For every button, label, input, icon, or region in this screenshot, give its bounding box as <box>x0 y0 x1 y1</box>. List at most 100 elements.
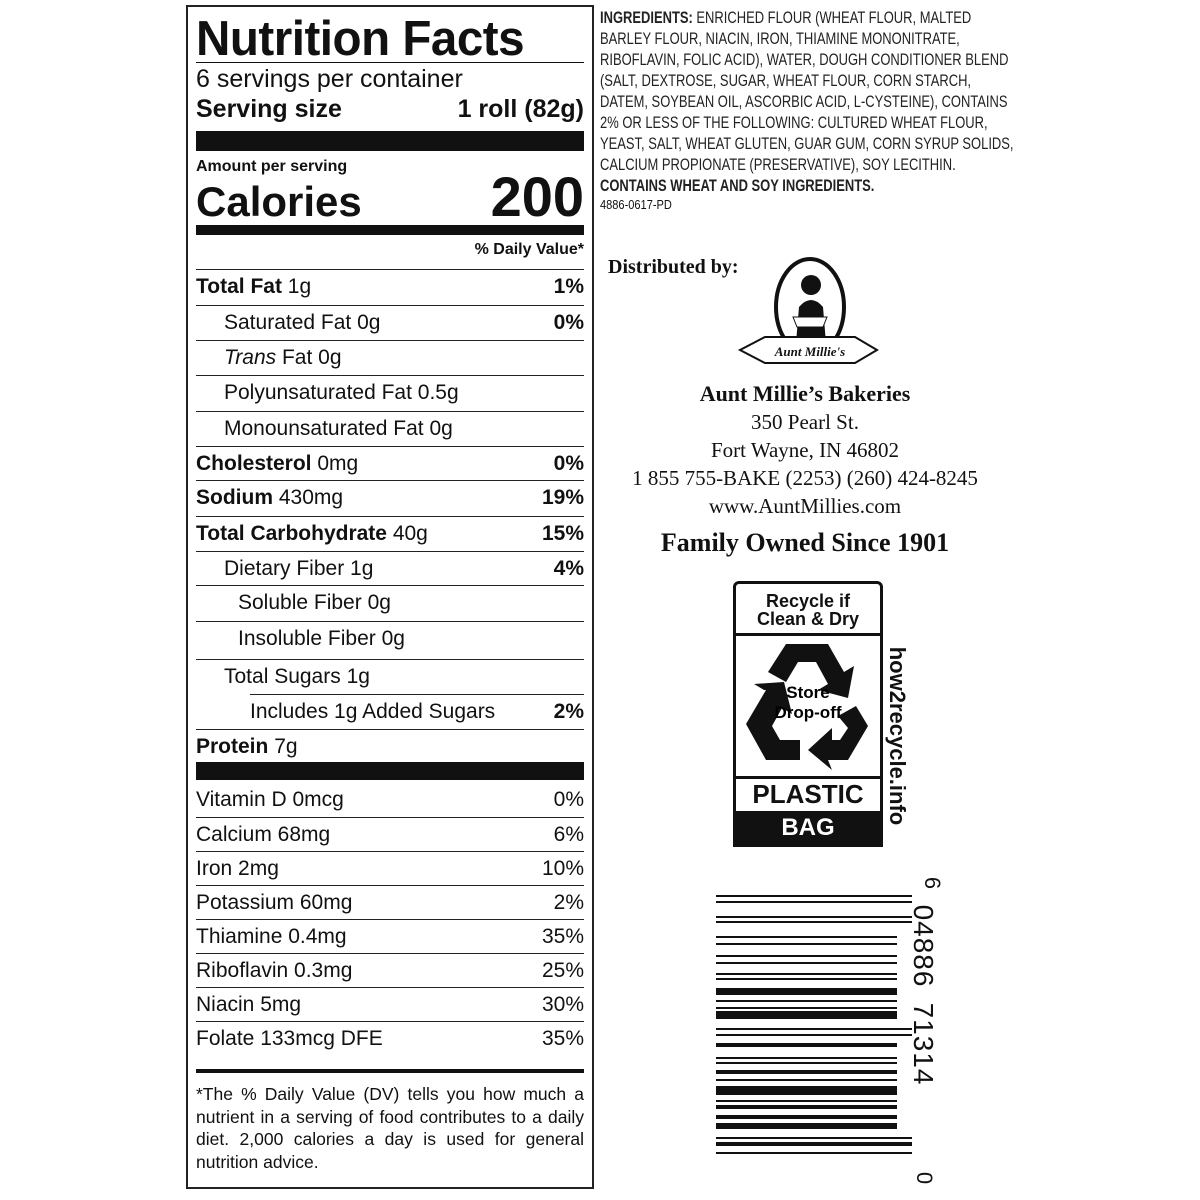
vitamin-daily-value: 0% <box>553 788 584 811</box>
dropoff-text: Drop-off <box>774 703 841 722</box>
nutrient-row: Polyunsaturated Fat 0.5g <box>196 375 584 410</box>
vitamin-row: Iron 2mg 10% <box>196 851 584 885</box>
nutrient-name: Soluble Fiber 0g <box>238 591 391 614</box>
nutrient-name: Insoluble Fiber 0g <box>238 627 405 650</box>
nutrient-name: Total Fat <box>196 275 282 298</box>
barcode-bar <box>716 942 897 945</box>
nutrient-amount: 430mg <box>278 486 344 509</box>
nutrition-title: Nutrition Facts <box>196 12 525 66</box>
vitamin-label: Riboflavin 0.3mg <box>196 958 353 982</box>
vitamin-row: Calcium 68mg 6% <box>196 817 584 851</box>
nutrient-label: Dietary Fiber 1g <box>196 557 373 581</box>
barcode-bar <box>716 1056 897 1059</box>
barcode-first-digit: 0 <box>912 1171 937 1185</box>
barcode-bar <box>716 1142 912 1147</box>
nutrient-amount: 1g <box>287 275 312 298</box>
barcode-bar <box>716 916 912 919</box>
nutrient-amount: 7g <box>274 735 298 758</box>
vitamin-row: Potassium 60mg 2% <box>196 885 584 919</box>
nutrient-label: Insoluble Fiber 0g <box>196 627 405 651</box>
recycle-line1: Recycle if <box>765 591 851 611</box>
type-label: BAG <box>736 811 880 844</box>
nutrient-name: Includes 1g Added Sugars <box>250 700 496 723</box>
nutrient-row: Dietary Fiber 1g 4% <box>196 551 584 586</box>
allergen-statement: CONTAINS WHEAT AND SOY INGREDIENTS. <box>600 177 875 195</box>
nutrient-label: Total Sugars 1g <box>196 665 370 689</box>
nutrient-name: Protein <box>196 735 269 758</box>
vitamin-daily-value: 25% <box>541 958 584 982</box>
company-name: Aunt Millie’s Bakeries <box>699 381 911 406</box>
barcode-bar <box>716 1069 897 1074</box>
barcode-bar <box>716 1122 897 1129</box>
website[interactable]: www.AuntMillies.com <box>708 494 902 518</box>
calories-value: 200 <box>490 165 584 228</box>
barcode-bar <box>716 1152 912 1155</box>
nutrient-row: Cholesterol 0mg 0% <box>196 446 584 481</box>
material-label: PLASTIC <box>736 776 880 809</box>
medium-divider <box>196 225 584 235</box>
nutrient-label: Includes 1g Added Sugars <box>250 700 495 724</box>
nutrient-daily-value: 0% <box>553 452 584 475</box>
nutrient-daily-value: 2% <box>553 700 584 723</box>
how2recycle-website[interactable]: how2recycle.info <box>885 646 910 826</box>
barcode-bar <box>716 972 897 975</box>
nutrient-label: Total Fat 1g <box>196 275 311 299</box>
nutrient-label: Protein 7g <box>196 735 298 759</box>
nutrient-label: Monounsaturated Fat 0g <box>196 417 453 441</box>
nutrient-row: Total Sugars 1g <box>196 659 584 694</box>
barcode-bar <box>716 988 897 996</box>
recycle-instructions: Recycle if Clean & Dry <box>736 584 880 636</box>
nutrient-row: Monounsaturated Fat 0g <box>196 411 584 446</box>
amount-per-serving: Amount per serving <box>196 158 348 175</box>
divider <box>196 1069 584 1073</box>
nutrient-row: Total Fat 1g 1% <box>196 269 584 304</box>
nutrient-row: Insoluble Fiber 0g <box>196 621 584 656</box>
nutrient-row: Includes 1g Added Sugars 2% <box>250 694 584 729</box>
vitamin-row: Thiamine 0.4mg 35% <box>196 919 584 953</box>
nutrient-name: Sodium <box>196 486 273 509</box>
vitamin-daily-value: 10% <box>541 856 584 880</box>
vitamin-daily-value: 30% <box>541 992 584 1016</box>
vitamin-row: Vitamin D 0mcg 0% <box>196 783 584 817</box>
nutrient-daily-value: 4% <box>553 557 584 580</box>
recycle-arrows-icon: Store Drop-off <box>746 644 868 770</box>
barcode-bar <box>716 1086 897 1096</box>
nutrient-row: Protein 7g <box>196 729 584 764</box>
ingredients-label: INGREDIENTS: <box>600 9 693 27</box>
barcode-bar <box>716 1105 897 1110</box>
nutrient-name: Dietary Fiber 1g <box>224 557 374 580</box>
barcode-bar <box>716 999 897 1002</box>
nutrient-label: Saturated Fat 0g <box>196 311 380 335</box>
distributor-address: Aunt Millie’s Bakeries 350 Pearl St. For… <box>600 380 1010 520</box>
how2recycle-label: Recycle if Clean & Dry Store Drop-off PL… <box>733 581 883 847</box>
nutrition-facts-panel: Nutrition Facts 6 servings per container… <box>186 5 594 1189</box>
nutrient-name: Total Carbohydrate <box>196 522 387 545</box>
calories-label: Calories <box>196 178 362 225</box>
nutrient-row: Total Carbohydrate 40g 15% <box>196 516 584 551</box>
vitamin-label: Potassium 60mg <box>196 890 353 914</box>
nutrient-amount: 0mg <box>317 452 359 475</box>
barcode-bar <box>716 955 897 958</box>
nutrient-label: Soluble Fiber 0g <box>196 591 391 615</box>
vitamin-label: Folate 133mcg DFE <box>196 1026 383 1050</box>
barcode-bar <box>716 1136 912 1139</box>
barcode-bar <box>716 895 912 897</box>
distributed-by-label: Distributed by: <box>608 256 739 278</box>
aunt-millies-logo: Aunt Millie's <box>737 257 879 364</box>
vitamin-daily-value: 6% <box>553 822 584 846</box>
nutrient-name: Fat 0g <box>276 346 342 369</box>
daily-value-header: % Daily Value* <box>474 241 584 258</box>
footnote: *The % Daily Value (DV) tells you how mu… <box>196 1084 584 1172</box>
street: 350 Pearl St. <box>751 410 859 434</box>
barcode-bar <box>716 1099 897 1102</box>
nutrient-row: Sodium 430mg 19% <box>196 480 584 515</box>
serving-size: Serving size 1 roll (82g) <box>196 95 584 124</box>
barcode-bar <box>716 921 912 924</box>
vitamin-label: Vitamin D 0mcg <box>196 788 344 811</box>
barcode-bar <box>716 935 897 938</box>
nutrient-row: Soluble Fiber 0g <box>196 585 584 620</box>
nutrient-row: Saturated Fat 0g 0% <box>196 305 584 340</box>
nutrient-daily-value: 0% <box>553 311 584 334</box>
nutrient-name: Monounsaturated Fat 0g <box>224 417 453 440</box>
barcode-bar <box>716 961 897 964</box>
